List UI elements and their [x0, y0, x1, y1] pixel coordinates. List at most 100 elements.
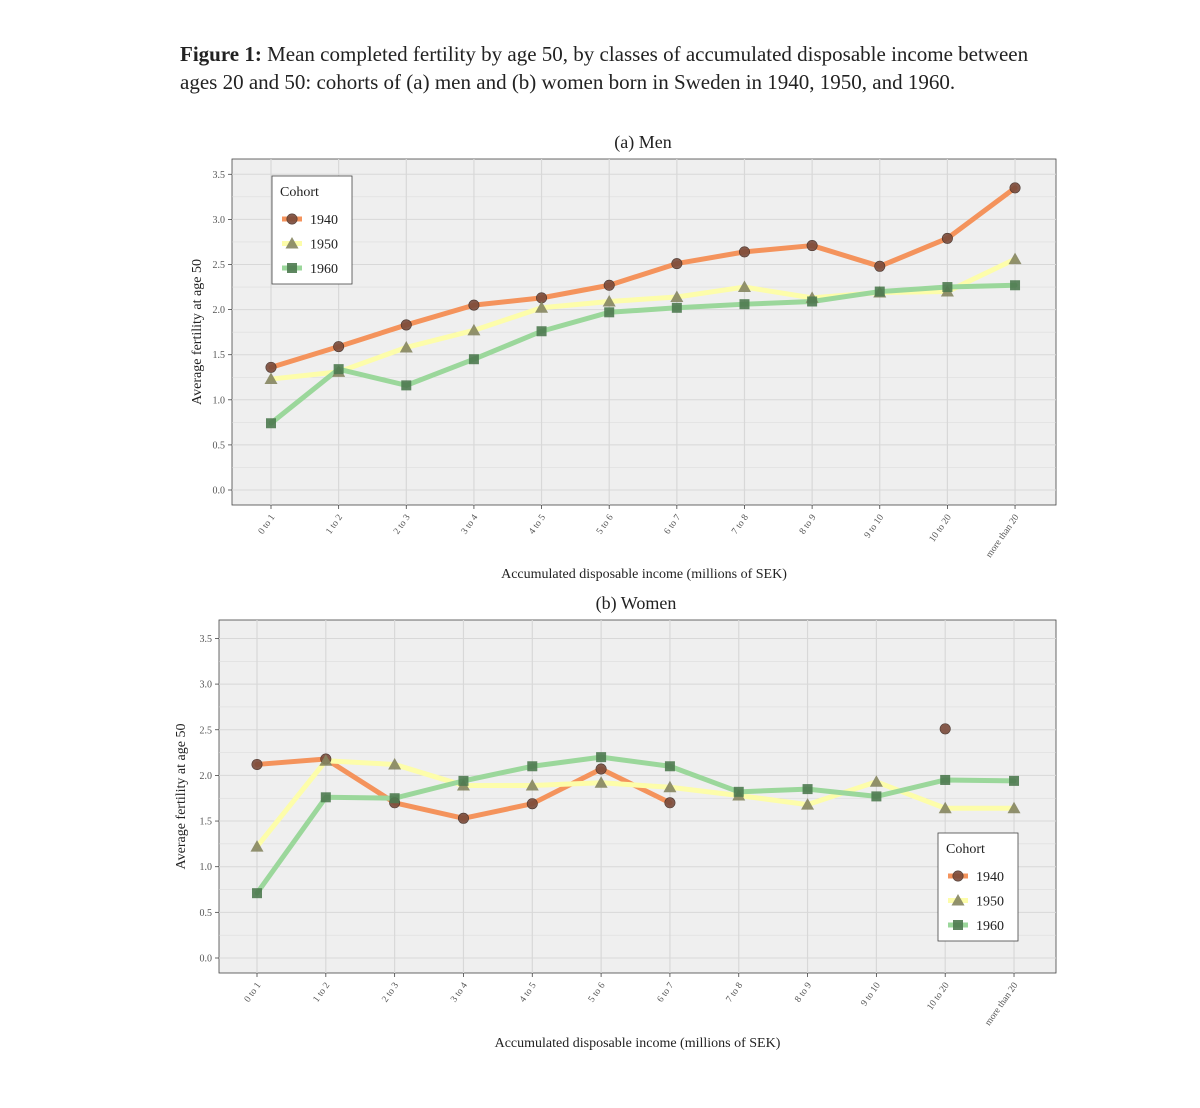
women-point-1950	[938, 801, 952, 814]
men-point-1940	[468, 299, 480, 311]
men-ytick-label: 0.5	[213, 440, 226, 451]
women-xtick-label: 6 to 7	[656, 981, 677, 1005]
men-point-1960	[807, 296, 818, 307]
men-point-1950	[602, 294, 616, 307]
men-point-1940	[400, 319, 412, 331]
women-xtick-label: 3 to 4	[449, 981, 470, 1005]
men-line-1960	[268, 282, 1018, 426]
women-xtick-label: 9 to 10	[860, 981, 883, 1009]
women-x-axis-title: Accumulated disposable income (millions …	[495, 1036, 781, 1051]
women-point-1950	[663, 780, 677, 793]
women-legend-box	[937, 832, 1019, 942]
women-point-1960	[940, 774, 951, 785]
panel-b-title: (b) Women	[595, 593, 677, 613]
men-ytick-label: 1.0	[213, 395, 226, 406]
women-point-1960	[389, 793, 400, 804]
women-legend-title: Cohort	[946, 842, 985, 857]
men-line-1940	[268, 185, 1018, 370]
women-xtick-label: 10 to 20	[926, 981, 952, 1012]
women-line-1950	[254, 758, 1017, 850]
men-legend: Cohort 1940 1950 1960	[271, 175, 353, 285]
men-point-1950	[399, 340, 413, 353]
men-ytick-label: 2.5	[213, 260, 226, 271]
women-point-1960	[1009, 775, 1020, 786]
men-point-1960	[333, 364, 344, 375]
men-point-1940	[1009, 182, 1021, 194]
women-ytick-label: 2.5	[200, 725, 213, 736]
men-point-1940	[333, 341, 345, 353]
women-point-1950	[250, 840, 264, 852]
women-xtick-label: 7 to 8	[725, 981, 746, 1005]
men-ytick-label: 1.5	[213, 350, 226, 361]
women-ytick-label: 3.5	[200, 634, 213, 645]
women-point-1960	[664, 761, 675, 772]
women-point-1960	[802, 784, 813, 795]
men-point-1940	[671, 258, 683, 270]
men-point-1940	[874, 260, 886, 272]
figure-label: Figure 1:	[180, 42, 262, 66]
figure-caption: Figure 1: Mean completed fertility by ag…	[180, 40, 1030, 96]
women-xtick-label: more than 20	[984, 981, 1021, 1028]
women-point-1950	[1007, 801, 1021, 814]
women-legend-item-label: 1940	[976, 870, 1004, 885]
women-point-1940	[457, 812, 469, 824]
men-legend-item-label: 1950	[310, 238, 338, 253]
women-y-axis-title: Average fertility at age 50	[174, 724, 189, 870]
women-point-1940	[595, 763, 607, 775]
women-point-1950	[594, 776, 608, 788]
women-point-1960	[733, 786, 744, 797]
men-point-1950	[737, 280, 751, 293]
men-point-1950	[264, 372, 278, 385]
men-point-1960	[942, 282, 953, 293]
women-point-1960	[252, 888, 262, 899]
women-point-1960	[871, 791, 882, 802]
women-point-1950	[525, 778, 539, 791]
women-xtick-label: 8 to 9	[793, 981, 814, 1005]
women-xtick-label: 0 to 1	[243, 981, 264, 1005]
men-point-1950	[467, 323, 481, 336]
men-point-1950	[1008, 252, 1022, 265]
men-ytick-label: 2.0	[213, 305, 226, 316]
women-line-1960	[254, 754, 1017, 896]
men-point-1960	[401, 380, 412, 391]
men-point-1950	[670, 290, 684, 302]
women-xtick-label: 1 to 2	[312, 981, 333, 1005]
women-legend-item-label: 1960	[976, 919, 1004, 934]
men-point-1960	[1010, 280, 1021, 291]
men-point-1960	[874, 286, 885, 297]
women-legend-key-marker	[953, 920, 963, 930]
women-ytick-label: 3.0	[200, 680, 213, 691]
women-point-1960	[320, 792, 331, 803]
women-legend: Cohort 1940 1950 1960	[937, 832, 1019, 942]
men-ytick-label: 0.0	[213, 486, 226, 497]
women-point-1950	[801, 798, 815, 810]
men-point-1940	[941, 232, 953, 244]
men-point-1950	[535, 301, 549, 313]
men-ytick-label: 3.0	[213, 215, 226, 226]
men-legend-key-marker	[287, 263, 297, 273]
panel-a-title: (a) Men	[614, 132, 672, 152]
women-point-1940	[526, 798, 538, 810]
women-ytick-label: 1.5	[200, 817, 213, 828]
women-legend-item-label: 1950	[976, 895, 1004, 910]
men-legend-item-label: 1940	[310, 213, 338, 228]
women-xtick-label: 5 to 6	[587, 981, 608, 1005]
women-point-1960	[458, 775, 469, 786]
women-ytick-label: 2.0	[200, 771, 213, 782]
women-point-1940	[664, 797, 676, 809]
men-point-1940	[738, 246, 750, 258]
men-point-1960	[739, 299, 750, 310]
men-ytick-label: 3.5	[213, 170, 226, 181]
women-ytick-label: 0.0	[200, 954, 213, 965]
men-legend-key-marker	[286, 213, 298, 225]
men-point-1960	[536, 326, 547, 337]
women-point-1940	[939, 723, 951, 735]
women-xtick-label: 4 to 5	[518, 981, 539, 1005]
men-point-1960	[266, 418, 276, 429]
men-point-1960	[604, 307, 615, 318]
men-legend-key-marker	[285, 237, 299, 249]
men-point-1940	[806, 240, 818, 252]
men-legend-title: Cohort	[280, 185, 319, 200]
